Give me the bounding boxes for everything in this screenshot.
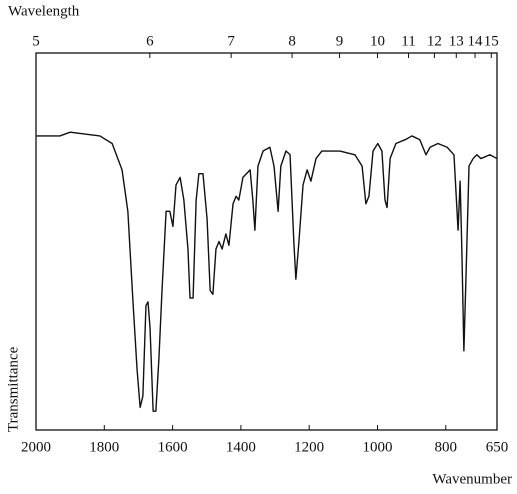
y-axis-title: Transmittance xyxy=(5,346,21,432)
x-tick-label: 2000 xyxy=(21,439,51,455)
x-axis-title: Wavenumber xyxy=(432,471,512,487)
x2-axis-title: Wavelength xyxy=(8,3,80,19)
x2-tick-label: 13 xyxy=(449,33,464,49)
x2-tick-label: 8 xyxy=(288,33,296,49)
x2-tick-label: 5 xyxy=(32,33,40,49)
x2-tick-label: 7 xyxy=(227,33,235,49)
x2-tick-label: 10 xyxy=(370,33,385,49)
x2-tick-label: 14 xyxy=(468,33,484,49)
x2-tick-label: 15 xyxy=(484,33,499,49)
x-tick-label: 1800 xyxy=(89,439,119,455)
x2-tick-label: 11 xyxy=(401,33,415,49)
x-tick-label: 650 xyxy=(486,439,509,455)
x-tick-label: 800 xyxy=(435,439,458,455)
x2-tick-label: 12 xyxy=(427,33,442,49)
x-tick-label: 1600 xyxy=(158,439,188,455)
x-tick-label: 1000 xyxy=(362,439,392,455)
spectrum-line xyxy=(36,131,498,412)
x2-tick-label: 6 xyxy=(146,33,154,49)
x-tick-label: 1400 xyxy=(226,439,256,455)
x-tick-label: 1200 xyxy=(294,439,324,455)
x2-tick-label: 9 xyxy=(336,33,344,49)
plot-frame xyxy=(35,52,498,431)
